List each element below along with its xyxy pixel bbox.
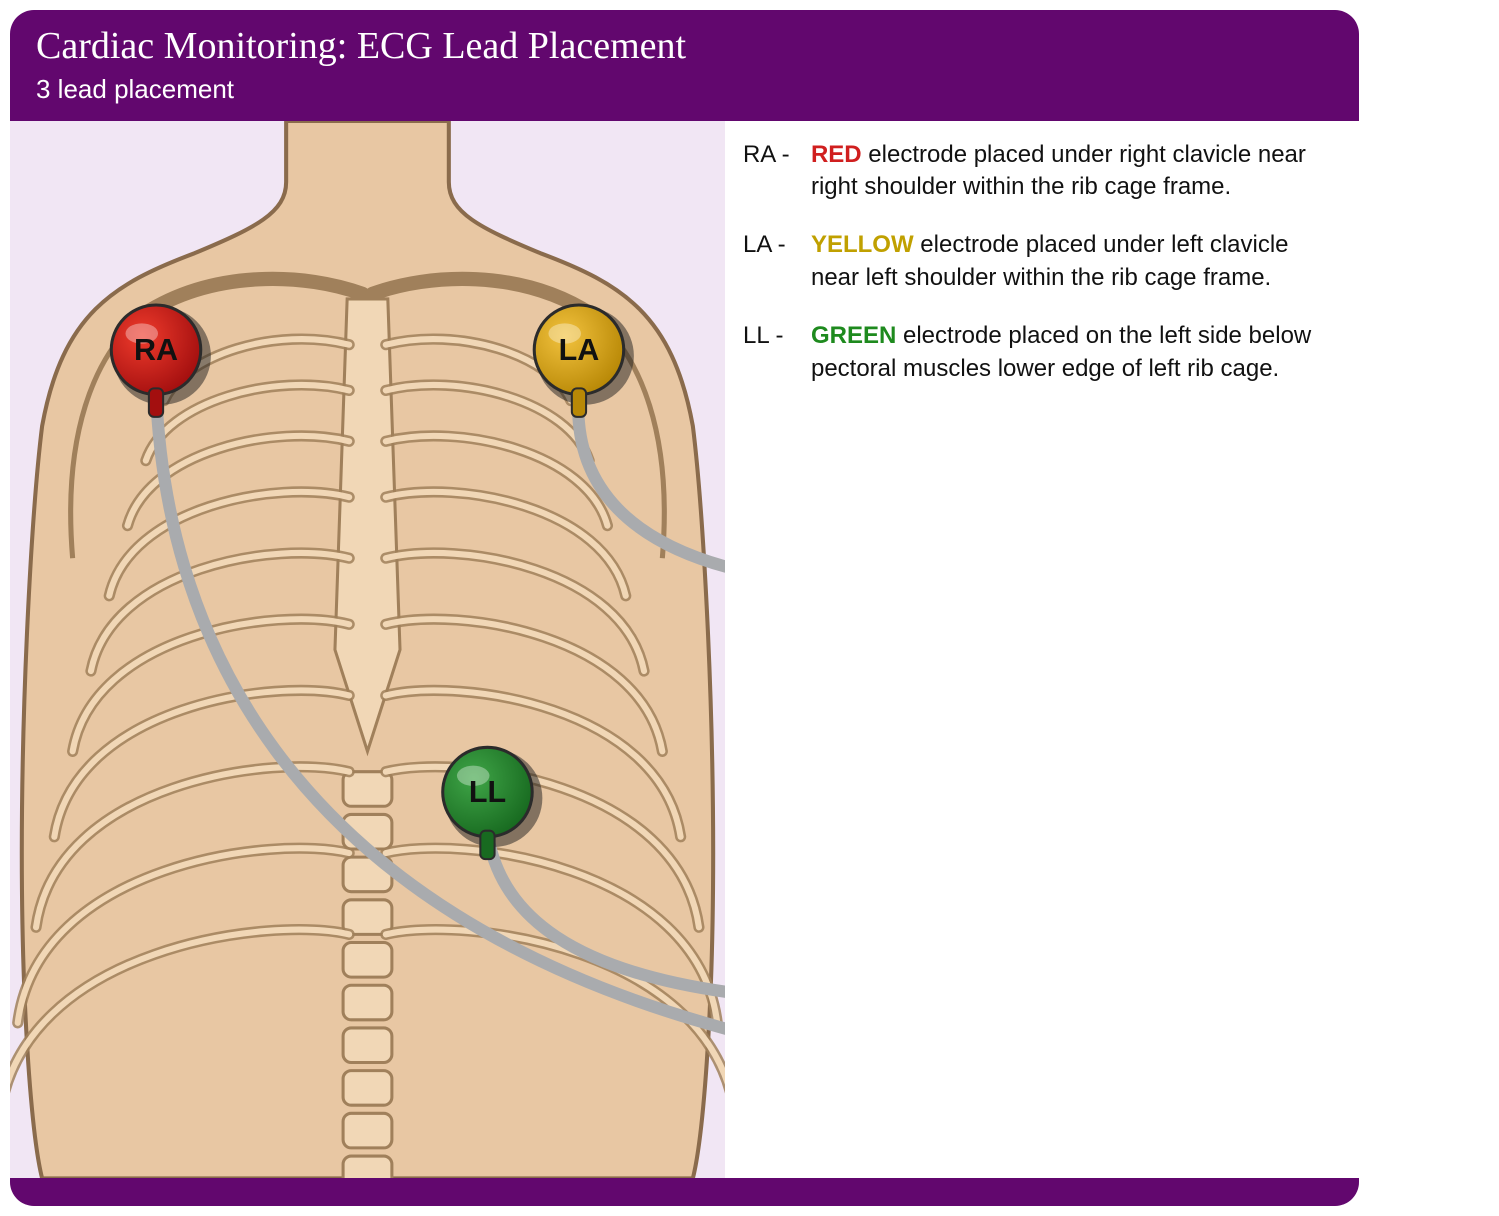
card-subtitle: 3 lead placement xyxy=(36,74,1333,105)
svg-text:RA: RA xyxy=(134,333,178,367)
card-title: Cardiac Monitoring: ECG Lead Placement xyxy=(36,24,1333,70)
lead-body: GREEN electrode placed on the left side … xyxy=(811,320,1335,385)
lead-prefix: RA - xyxy=(743,139,811,204)
lead-body: RED electrode placed under right clavicl… xyxy=(811,139,1335,204)
card-header: Cardiac Monitoring: ECG Lead Placement 3… xyxy=(10,10,1359,121)
svg-text:LA: LA xyxy=(559,333,600,367)
lead-prefix: LL - xyxy=(743,320,811,385)
lead-block-la: LA - YELLOW electrode placed under left … xyxy=(743,229,1335,294)
card-footer xyxy=(10,1178,1359,1206)
legend-panel: RA - RED electrode placed under right cl… xyxy=(725,121,1359,1178)
lead-prefix: LA - xyxy=(743,229,811,294)
svg-text:LL: LL xyxy=(469,775,506,809)
lead-block-ll: LL - GREEN electrode placed on the left … xyxy=(743,320,1335,385)
lead-block-ra: RA - RED electrode placed under right cl… xyxy=(743,139,1335,204)
lead-color-word: YELLOW xyxy=(811,231,914,258)
info-card: Cardiac Monitoring: ECG Lead Placement 3… xyxy=(10,10,1359,1206)
torso-diagram: RA LA LL xyxy=(10,121,725,1178)
lead-desc: electrode placed under right clavicle ne… xyxy=(811,141,1306,200)
card-content: RA LA LL RA - RED electrode placed under r… xyxy=(10,121,1359,1178)
lead-color-word: RED xyxy=(811,141,862,168)
lead-body: YELLOW electrode placed under left clavi… xyxy=(811,229,1335,294)
torso-svg: RA LA LL xyxy=(10,121,725,1178)
lead-color-word: GREEN xyxy=(811,322,896,349)
